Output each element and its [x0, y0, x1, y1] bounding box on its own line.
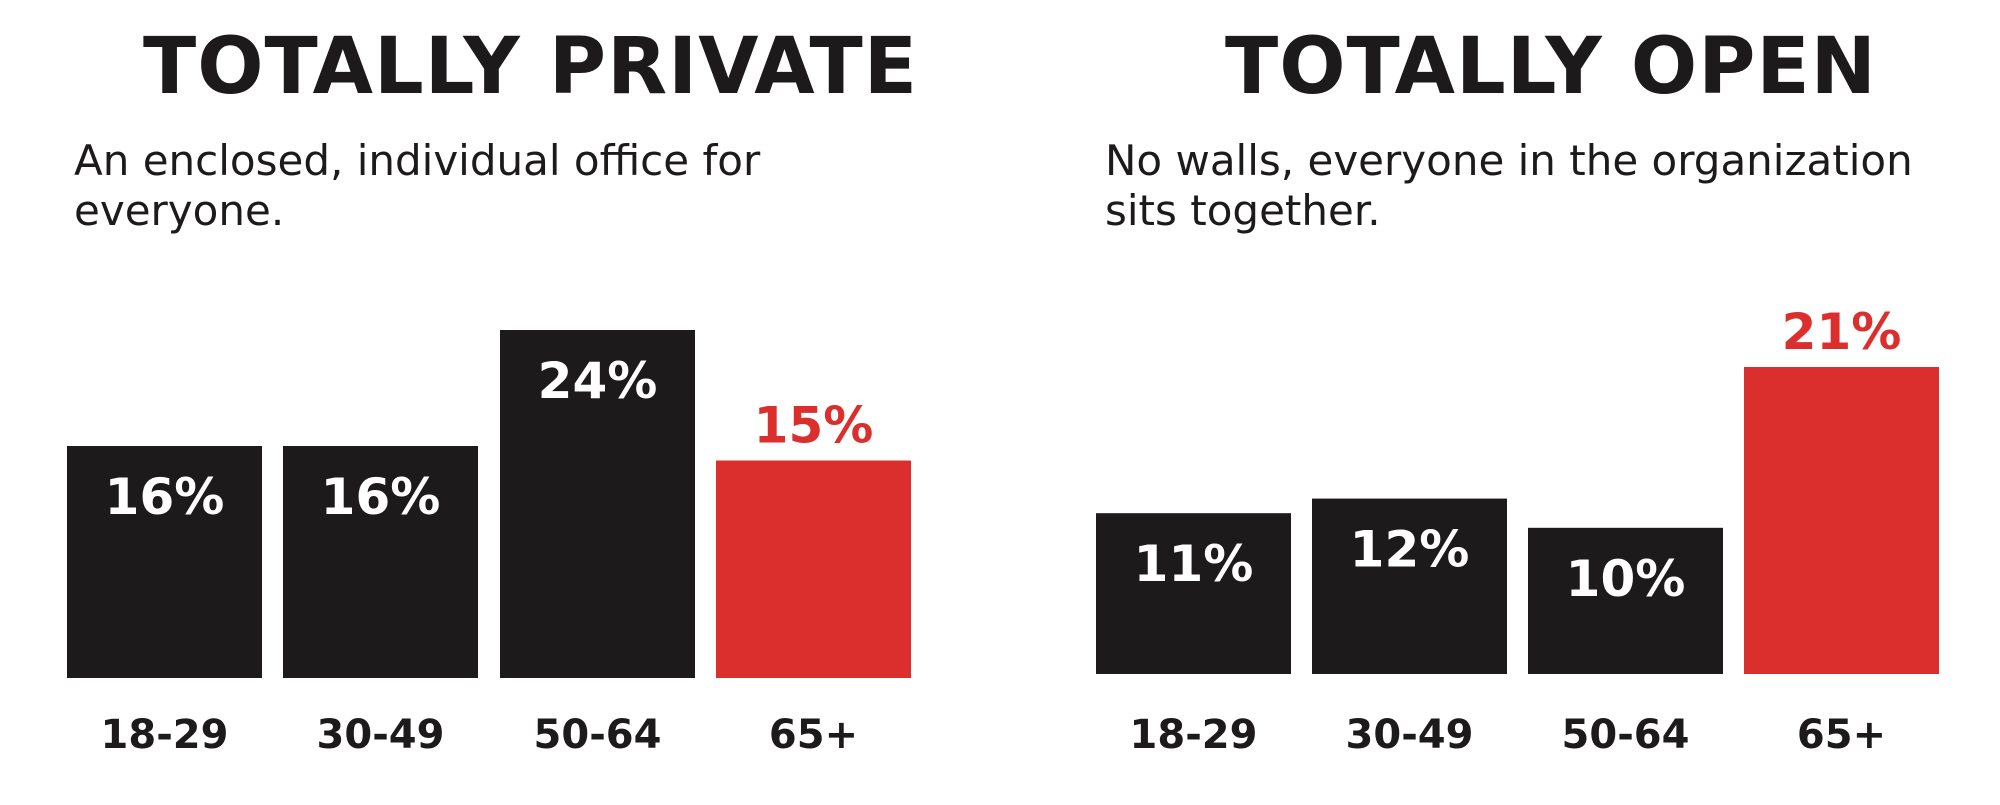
chart-title: TOTALLY PRIVATE: [143, 22, 919, 112]
data-label: 16%: [105, 468, 225, 526]
chart-panel-totally-open: TOTALLY OPEN No walls, everyone in the o…: [1030, 0, 2000, 805]
bar-18-29: [67, 446, 262, 678]
data-label: 10%: [1566, 550, 1686, 608]
data-label: 15%: [754, 397, 874, 455]
data-label: 16%: [321, 468, 441, 526]
bar-65+: [716, 460, 911, 678]
category-label: 50-64: [1562, 712, 1690, 758]
bar-chart-totally-open: 11% 18-29 12% 30-49 10% 50-64 21% 65+: [1096, 303, 1939, 758]
data-label: 12%: [1350, 521, 1470, 579]
data-label: 11%: [1134, 535, 1254, 593]
bar-18-29: [1096, 513, 1291, 674]
bar-30-49: [1312, 498, 1507, 674]
bar-50-64: [1528, 527, 1723, 674]
category-label: 65+: [1797, 712, 1886, 758]
chart-title: TOTALLY OPEN: [1225, 22, 1877, 112]
data-label: 24%: [538, 352, 658, 410]
category-label: 65+: [769, 712, 858, 758]
data-label: 21%: [1782, 303, 1902, 361]
category-label: 30-49: [1346, 712, 1474, 758]
bar-50-64: [500, 330, 695, 678]
category-label: 30-49: [317, 712, 445, 758]
bar-65+: [1744, 367, 1939, 674]
category-label: 18-29: [1130, 712, 1258, 758]
bar-chart-totally-private: 16% 18-29 16% 30-49 24% 50-64 15% 65+: [67, 330, 911, 758]
category-label: 18-29: [101, 712, 229, 758]
category-label: 50-64: [534, 712, 662, 758]
chart-subtitle: An enclosed, individual office for every…: [74, 136, 761, 235]
chart-panel-totally-private: TOTALLY PRIVATE An enclosed, individual …: [67, 22, 919, 758]
bar-30-49: [283, 446, 478, 678]
chart-subtitle: No walls, everyone in the organization s…: [1105, 136, 1913, 235]
